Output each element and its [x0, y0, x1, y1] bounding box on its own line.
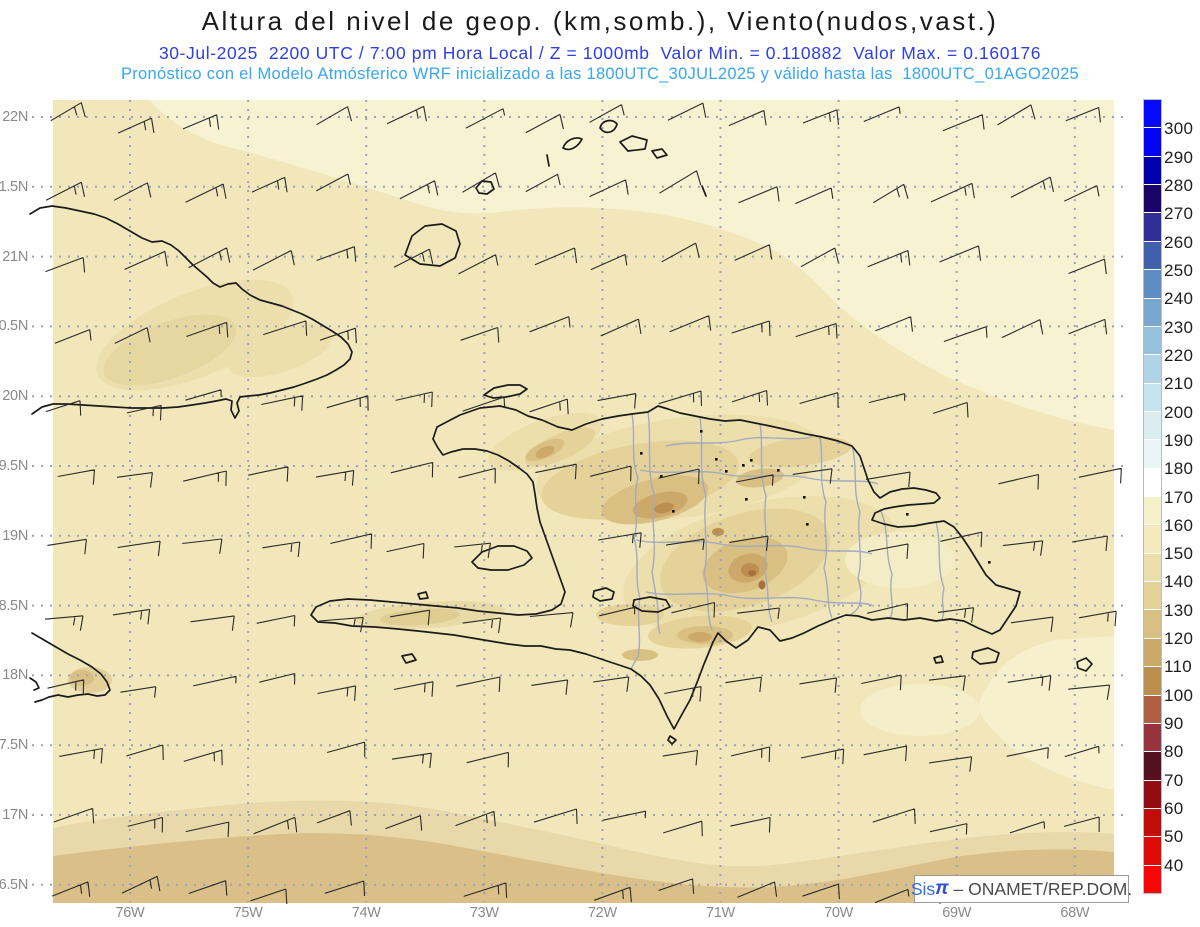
- x-axis-label: 74W: [351, 905, 381, 921]
- x-axis-label: 70W: [824, 905, 854, 921]
- colorbar-cell: [1144, 440, 1161, 468]
- y-axis-label: 21N: [2, 248, 28, 265]
- province-borders: [630, 411, 945, 670]
- x-axis-label: 73W: [469, 905, 499, 921]
- colorbar-tick-label: 250: [1164, 260, 1194, 280]
- colorbar-cell: [1144, 837, 1161, 865]
- colorbar-cell: [1144, 497, 1161, 525]
- wind-barbs: [44, 102, 1122, 905]
- y-axis-label: 17N: [2, 807, 28, 823]
- colorbar-tick-label: 130: [1164, 600, 1194, 620]
- watermark-org-label: – ONAMET/REP.DOM.: [948, 878, 1133, 899]
- colorbar-tick-label: 50: [1164, 827, 1184, 847]
- hispaniola-coastline: [310, 405, 1021, 730]
- colorbar-cell: [1144, 270, 1161, 298]
- y-axis-label: 19N: [2, 527, 28, 544]
- cuba-coastline: [29, 205, 353, 419]
- colorbar-cell: [1144, 582, 1161, 610]
- colorbar-tick-label: 100: [1164, 685, 1194, 705]
- geopotential-shading: [53, 100, 1114, 903]
- tortuga-island: [483, 384, 528, 399]
- colorbar-tick-label: 190: [1164, 430, 1194, 450]
- y-axis-label: 22N: [2, 109, 28, 125]
- colorbar-tick-label: 120: [1164, 629, 1194, 649]
- y-axis-label: 0.5N: [0, 318, 28, 335]
- colorbar-tick-label: 140: [1164, 572, 1194, 592]
- y-axis-label: 18N: [2, 667, 28, 684]
- colorbar-tick-label: 40: [1164, 855, 1184, 875]
- colorbar-tick-label: 280: [1164, 175, 1194, 195]
- colorbar-tick-label: 260: [1164, 232, 1194, 252]
- colorbar-tick-label: 290: [1164, 147, 1194, 167]
- station-dots: [640, 430, 991, 564]
- colorbar-tick-label: 90: [1164, 714, 1184, 734]
- colorbar-tick-label: 150: [1164, 544, 1194, 564]
- colorbar-tick-label: 210: [1164, 374, 1194, 394]
- watermark-box: Sis π – ONAMET/REP.DOM.: [910, 875, 1133, 903]
- y-axis-label: 6.5N: [0, 876, 28, 893]
- jamaica-coastline: [31, 632, 111, 703]
- colorbar: [1143, 99, 1162, 894]
- colorbar-cell: [1144, 752, 1161, 780]
- colorbar-cell: [1144, 525, 1161, 553]
- chart-subtitle-model: Pronóstico con el Modelo Atmósferico WRF…: [120, 65, 1080, 83]
- colorbar-cell: [1144, 213, 1161, 241]
- y-axis-label: 1.5N: [0, 178, 28, 195]
- colorbar-tick-label: 60: [1164, 799, 1184, 819]
- colorbar-tick-label: 80: [1164, 742, 1184, 762]
- colorbar-cell: [1144, 326, 1161, 355]
- chart-subtitle-validtime: 30-Jul-2025 2200 UTC / 7:00 pm Hora Loca…: [158, 43, 1042, 63]
- colorbar-cell: [1144, 553, 1161, 582]
- colorbar-tick-label: 110: [1164, 657, 1193, 677]
- x-axis-label: 76W: [115, 905, 145, 921]
- colorbar-cell: [1144, 667, 1161, 695]
- watermark-sis-label: Sis: [910, 878, 936, 899]
- colorbar-tick-label: 160: [1164, 515, 1194, 535]
- colorbar-tick-label: 230: [1164, 317, 1194, 337]
- colorbar-tick-label: 200: [1164, 402, 1194, 422]
- colorbar-cell: [1144, 723, 1161, 752]
- y-axis-label: 20N: [2, 388, 28, 405]
- x-axis-label: 75W: [233, 905, 263, 921]
- colorbar-cell: [1144, 128, 1161, 156]
- colorbar-cell: [1144, 411, 1161, 440]
- y-axis-label: 7.5N: [0, 737, 28, 754]
- colorbar-tick-label: 180: [1164, 459, 1194, 479]
- colorbar-cell: [1144, 241, 1161, 270]
- colorbar-cell: [1144, 298, 1161, 326]
- chart-title: Altura del nivel de geop. (km,somb.), Vi…: [201, 6, 999, 36]
- colorbar-cell: [1144, 100, 1161, 128]
- y-axis-label: 9.5N: [0, 458, 28, 474]
- colorbar-cell: [1144, 156, 1161, 185]
- x-axis-label: 71W: [706, 905, 735, 921]
- watermark-pi-icon: π: [935, 878, 949, 899]
- colorbar-cell: [1144, 383, 1161, 411]
- colorbar-tick-label: 240: [1164, 289, 1194, 309]
- colorbar-cell: [1144, 780, 1161, 808]
- colorbar-cell: [1144, 185, 1161, 213]
- x-axis-label: 69W: [942, 905, 972, 921]
- colorbar-cell: [1144, 468, 1161, 497]
- colorbar-tick-label: 70: [1164, 770, 1184, 790]
- colorbar-tick-label: 220: [1164, 345, 1194, 365]
- gonave-island: [471, 545, 533, 571]
- y-axis-label: 8.5N: [0, 597, 28, 614]
- colorbar-cell: [1144, 865, 1161, 894]
- colorbar-cell: [1144, 695, 1161, 723]
- colorbar-cell: [1144, 638, 1161, 667]
- colorbar-tick-label: 270: [1164, 204, 1194, 224]
- colorbar-cell: [1144, 808, 1161, 837]
- great-inagua-island: [404, 223, 461, 267]
- colorbar-cell: [1144, 610, 1161, 638]
- colorbar-cell: [1144, 355, 1161, 383]
- colorbar-tick-label: 170: [1164, 487, 1194, 507]
- colorbar-tick-label: 300: [1164, 119, 1194, 139]
- x-axis-label: 68W: [1060, 905, 1090, 921]
- x-axis-label: 72W: [587, 905, 617, 921]
